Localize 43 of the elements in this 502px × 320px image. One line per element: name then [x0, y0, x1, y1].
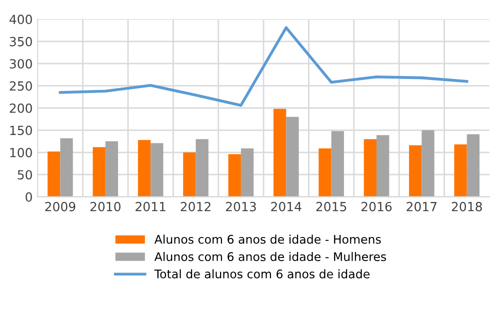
bar [364, 139, 376, 197]
x-tick-label: 2015 [316, 202, 346, 212]
bar [422, 130, 434, 197]
legend-label: Alunos com 6 anos de idade - Mulheres [154, 252, 386, 262]
bar [48, 152, 60, 197]
bar [466, 134, 480, 197]
y-tick-label: 350 [10, 36, 32, 46]
x-tick-label: 2014 [271, 202, 302, 212]
y-tick-label: 100 [10, 148, 32, 158]
bar [196, 139, 208, 197]
y-tick-label: 0 [26, 192, 32, 202]
legend-label: Total de alunos com 6 anos de idade [154, 269, 370, 278]
bar [454, 144, 467, 197]
line-series [58, 26, 468, 107]
bar [60, 138, 73, 197]
y-tick-label: 150 [10, 126, 32, 136]
x-tick-label: 2011 [136, 202, 166, 212]
bar [376, 135, 390, 197]
x-tick-label: 2017 [406, 202, 437, 212]
x-tick-label: 2016 [362, 202, 392, 212]
x-tick-label: 2018 [452, 202, 482, 212]
bar [183, 152, 196, 197]
bar [92, 147, 106, 197]
bar [409, 145, 422, 197]
x-tick-label: 2009 [45, 202, 76, 212]
x-tick-label: 2010 [90, 202, 120, 212]
bar [331, 131, 344, 197]
bar [138, 140, 151, 197]
bar [240, 148, 254, 197]
y-tick-label: 300 [10, 59, 32, 69]
bar [318, 148, 332, 197]
bar [105, 141, 118, 197]
bar [228, 154, 241, 197]
bar [150, 143, 164, 197]
bar [273, 108, 286, 197]
x-tick-label: 2013 [226, 202, 256, 212]
legend-label: Alunos com 6 anos de idade - Homens [154, 234, 381, 244]
y-tick-label: 200 [10, 103, 32, 113]
y-tick-label: 400 [10, 14, 32, 24]
y-tick-label: 250 [10, 81, 32, 91]
y-tick-label: 50 [18, 170, 32, 180]
x-tick-label: 2012 [180, 202, 210, 212]
bar [286, 116, 299, 197]
